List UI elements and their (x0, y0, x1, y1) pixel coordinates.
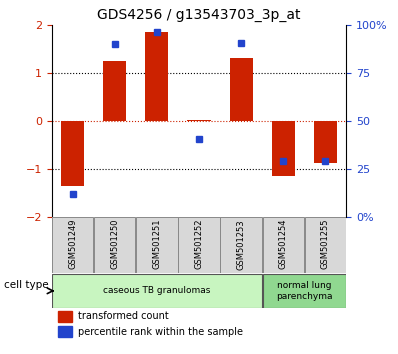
Text: GSM501255: GSM501255 (321, 219, 330, 269)
Text: cell type: cell type (4, 280, 49, 290)
Bar (187, 120, 211, 121)
FancyBboxPatch shape (178, 217, 220, 273)
Bar (314, 121, 337, 164)
FancyBboxPatch shape (94, 217, 135, 273)
Bar (145, 32, 168, 121)
Text: GSM501252: GSM501252 (195, 219, 203, 269)
FancyBboxPatch shape (220, 217, 262, 273)
Title: GDS4256 / g13543703_3p_at: GDS4256 / g13543703_3p_at (97, 8, 301, 22)
Text: normal lung
parenchyma: normal lung parenchyma (276, 281, 332, 301)
Text: transformed count: transformed count (78, 311, 169, 321)
Text: GSM501250: GSM501250 (110, 219, 119, 269)
FancyBboxPatch shape (263, 274, 346, 308)
Bar (271, 121, 295, 176)
Text: caseous TB granulomas: caseous TB granulomas (103, 286, 211, 295)
Text: percentile rank within the sample: percentile rank within the sample (78, 327, 243, 337)
Text: GSM501249: GSM501249 (68, 219, 77, 269)
FancyBboxPatch shape (136, 217, 178, 273)
FancyBboxPatch shape (263, 217, 304, 273)
Text: GSM501254: GSM501254 (279, 219, 288, 269)
FancyBboxPatch shape (52, 274, 262, 308)
Text: GSM501253: GSM501253 (236, 219, 246, 269)
Bar (58, 310, 72, 321)
Text: GSM501251: GSM501251 (152, 219, 162, 269)
Bar (58, 326, 72, 337)
Bar (230, 58, 253, 121)
Bar (61, 121, 84, 186)
FancyBboxPatch shape (52, 217, 94, 273)
FancyBboxPatch shape (304, 217, 346, 273)
Bar (103, 61, 127, 121)
